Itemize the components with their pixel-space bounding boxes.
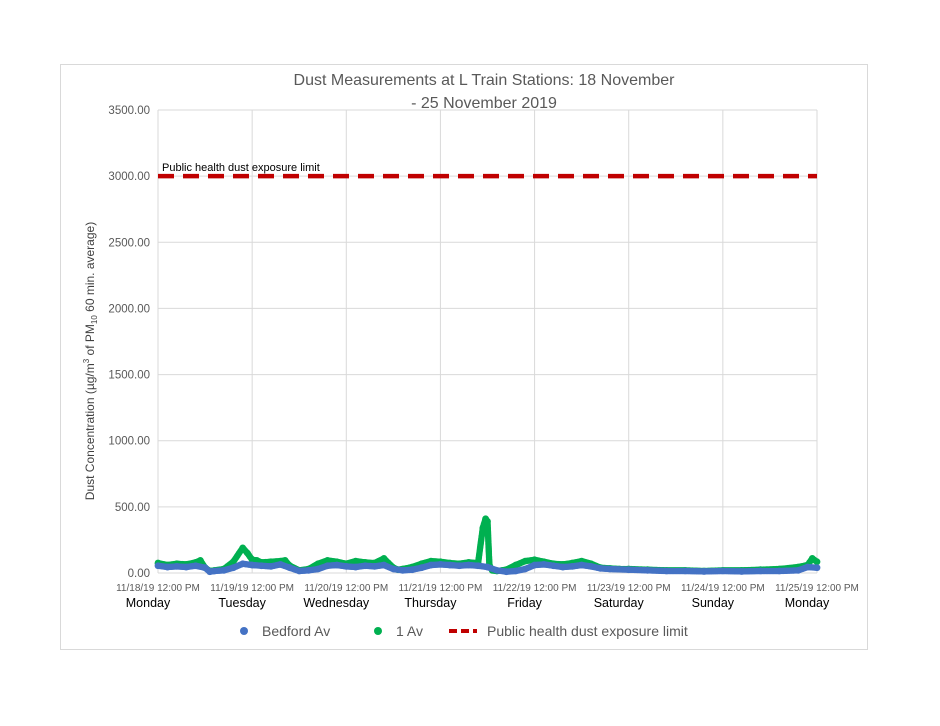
grid-layer — [157, 109, 818, 574]
legend-marker-1-av — [374, 627, 382, 635]
y-tick-label: 3000.00 — [108, 171, 150, 183]
x-day-label: Saturday — [594, 596, 645, 610]
y-axis-label-part-3: 60 min. average) — [83, 222, 97, 315]
y-tick-label: 0.00 — [128, 568, 150, 580]
y-axis-label-sub: 10 — [90, 315, 99, 324]
legend-label-limit-line: Public health dust exposure limit — [487, 623, 688, 639]
x-tick-label: 11/21/19 12:00 PM — [399, 583, 483, 594]
x-tick-label: 11/23/19 12:00 PM — [587, 583, 671, 594]
y-tick-label: 1500.00 — [108, 370, 150, 382]
legend-marker-bedford-av — [240, 627, 248, 635]
x-day-label: Sunday — [692, 596, 735, 610]
y-axis-label-part-1: Dust Concentration (µg/m — [83, 363, 97, 500]
y-tick-label: 2000.00 — [108, 303, 150, 315]
chart-frame: Dust Measurements at L Train Stations: 1… — [60, 64, 868, 650]
data-point-1-av — [813, 558, 821, 566]
x-tick-label: 11/19/19 12:00 PM — [210, 583, 294, 594]
x-tick-label: 11/18/19 12:00 PM — [116, 583, 200, 594]
series-bedford-av — [154, 560, 821, 576]
x-day-label: Thursday — [404, 596, 457, 610]
x-day-label: Tuesday — [218, 596, 266, 610]
data-point-bedford-av — [813, 564, 821, 572]
x-day-label: Monday — [126, 596, 171, 610]
y-tick-label: 1000.00 — [108, 436, 150, 448]
chart-svg: Dust Measurements at L Train Stations: 1… — [82, 72, 859, 639]
chart-title-line-1: Dust Measurements at L Train Stations: 1… — [294, 72, 676, 89]
x-tick-label: 11/24/19 12:00 PM — [681, 583, 765, 594]
x-tick-label: 11/22/19 12:00 PM — [493, 583, 577, 594]
x-tick-label: 11/25/19 12:00 PM — [775, 583, 859, 594]
chart-title-line-2: - 25 November 2019 — [411, 95, 557, 112]
legend-label-1-av: 1 Av — [396, 623, 423, 639]
x-day-label: Monday — [785, 596, 830, 610]
x-tick-label: 11/20/19 12:00 PM — [304, 583, 388, 594]
y-axis-label-sup: 3 — [82, 358, 91, 363]
x-day-label: Friday — [507, 596, 542, 610]
legend: Bedford Av 1 Av Public health dust expos… — [240, 623, 688, 639]
limit-line-annotation: Public health dust exposure limit — [162, 162, 320, 174]
legend-label-bedford-av: Bedford Av — [262, 623, 330, 639]
y-axis-label-part-2: of PM — [83, 324, 97, 359]
y-tick-label: 3500.00 — [108, 105, 150, 117]
y-axis-label: Dust Concentration (µg/m3 of PM10 60 min… — [82, 222, 99, 500]
y-tick-label: 500.00 — [115, 502, 150, 514]
x-day-label: Wednesday — [303, 596, 370, 610]
text-layer: Dust Measurements at L Train Stations: 1… — [82, 72, 859, 610]
y-tick-label: 2500.00 — [108, 237, 150, 249]
series-layer — [154, 173, 821, 576]
